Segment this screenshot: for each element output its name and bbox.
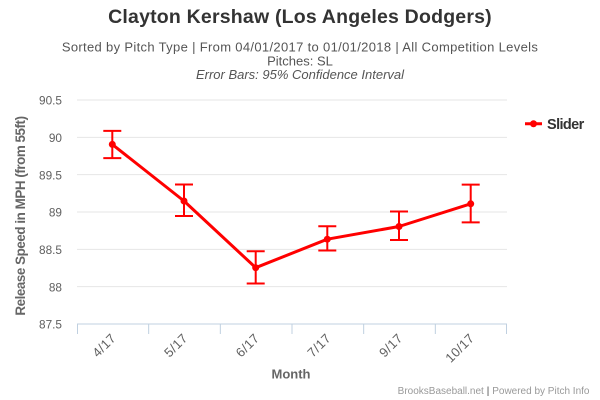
svg-text:Release Speed in MPH (from 55f: Release Speed in MPH (from 55ft) — [13, 116, 28, 315]
svg-text:BrooksBaseball.net | Powered b: BrooksBaseball.net | Powered by Pitch In… — [398, 386, 590, 397]
svg-text:88.5: 88.5 — [39, 243, 62, 257]
svg-text:Clayton Kershaw (Los Angeles D: Clayton Kershaw (Los Angeles Dodgers) — [108, 6, 492, 28]
svg-text:Month: Month — [272, 367, 311, 382]
svg-text:90: 90 — [49, 131, 63, 145]
svg-text:Slider: Slider — [547, 117, 585, 133]
svg-text:88: 88 — [49, 280, 63, 294]
svg-text:90.5: 90.5 — [39, 94, 62, 108]
svg-text:89: 89 — [49, 206, 62, 220]
svg-text:Pitches: SL: Pitches: SL — [267, 54, 333, 69]
svg-text:Error Bars: 95% Confidence Int: Error Bars: 95% Confidence Interval — [196, 67, 405, 82]
svg-text:87.5: 87.5 — [39, 318, 62, 332]
svg-text:Sorted by Pitch Type | From 04: Sorted by Pitch Type | From 04/01/2017 t… — [62, 40, 539, 55]
svg-text:89.5: 89.5 — [39, 168, 62, 182]
